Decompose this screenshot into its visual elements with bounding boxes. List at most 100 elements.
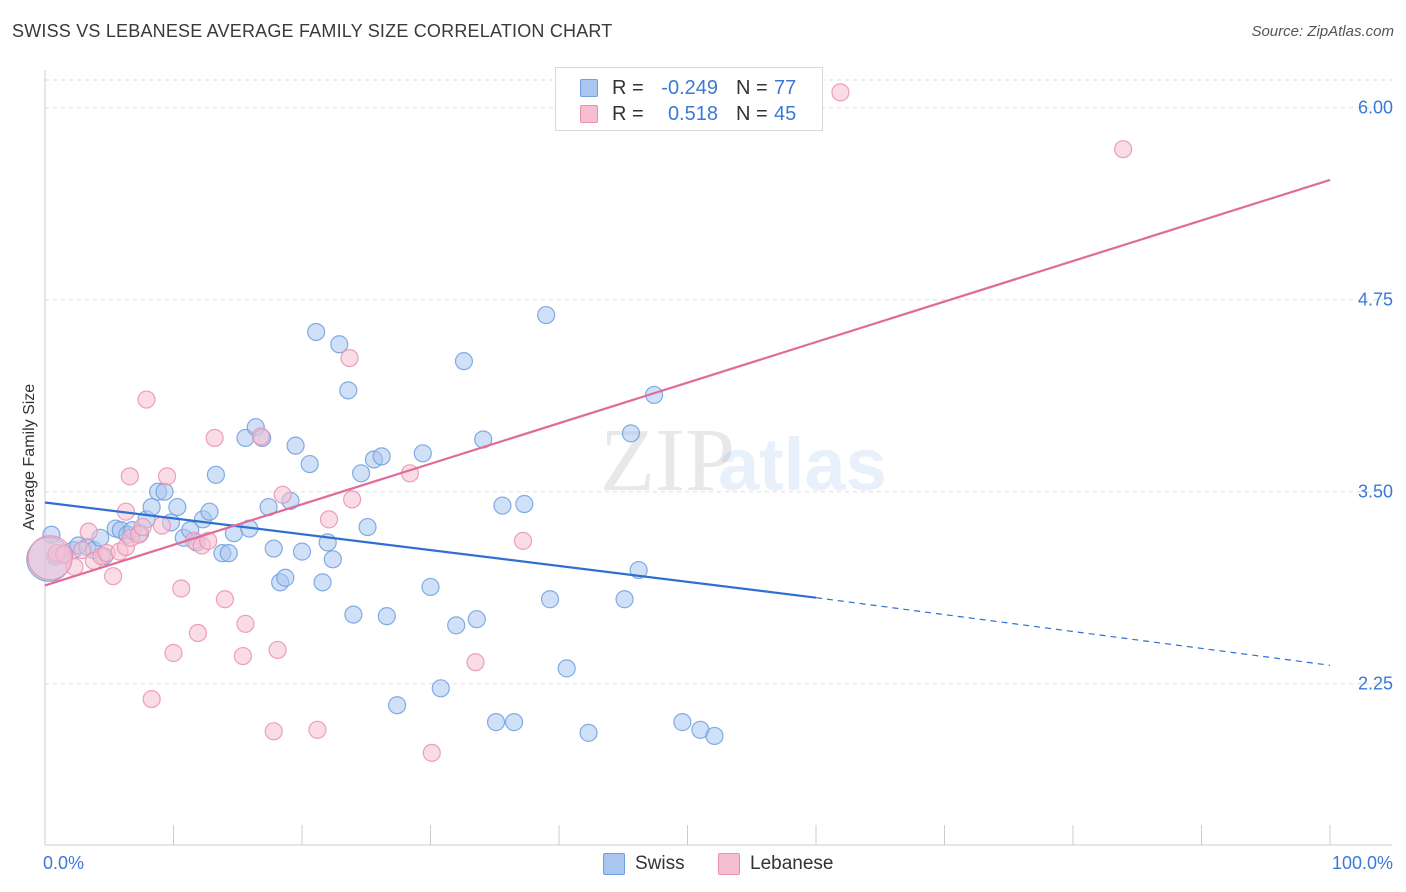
- lebanese-point: [133, 517, 152, 537]
- swiss-trend-extension: [815, 597, 1331, 666]
- grid: [45, 79, 1392, 685]
- trend-lines: [44, 178, 1331, 666]
- axes: [44, 70, 1392, 846]
- lebanese-point: [142, 689, 161, 709]
- chart-title: SWISS VS LEBANESE AVERAGE FAMILY SIZE CO…: [12, 21, 613, 41]
- swiss-point: [142, 497, 161, 517]
- swiss-swatch: [580, 79, 598, 97]
- legend: R = -0.249 N = 77 R = 0.518 N = 45: [555, 67, 823, 131]
- legend-r-value: 0.518: [667, 102, 718, 125]
- bottom-legend-lebanese: Lebanese: [718, 852, 833, 876]
- y-tick-label: 2.25: [1358, 674, 1393, 694]
- lebanese-point: [264, 722, 283, 741]
- y-tick-label: 3.50: [1358, 482, 1393, 502]
- swiss-point: [537, 305, 556, 325]
- lebanese-point: [157, 467, 177, 486]
- swiss-point: [344, 605, 363, 624]
- swiss-point: [673, 713, 692, 732]
- swiss-point: [323, 550, 342, 569]
- lebanese-point: [79, 522, 98, 541]
- lebanese-point: [1114, 140, 1133, 159]
- swiss-point: [413, 444, 432, 463]
- lebanese-point: [236, 614, 255, 633]
- swiss-point: [467, 610, 486, 629]
- legend-row-lebanese: R = 0.518 N = 45: [580, 102, 796, 126]
- lebanese-point: [233, 646, 252, 666]
- swiss-point: [621, 424, 641, 443]
- bottom-legend-swiss: Swiss: [603, 852, 685, 876]
- lebanese-point: [137, 390, 156, 409]
- lebanese-trend-line: [44, 178, 1331, 587]
- swiss-point: [540, 590, 560, 609]
- lebanese-label: Lebanese: [750, 853, 834, 874]
- swiss-point: [705, 726, 724, 746]
- swiss-point: [352, 464, 371, 483]
- lebanese-point: [164, 643, 183, 663]
- lebanese-point: [152, 516, 172, 535]
- lebanese-point: [340, 348, 359, 368]
- swiss-point: [377, 607, 396, 626]
- swiss-point: [292, 542, 312, 561]
- lebanese-point: [466, 653, 485, 672]
- legend-r-value: -0.249: [661, 76, 718, 99]
- swiss-point: [264, 539, 283, 558]
- lebanese-point: [27, 535, 73, 581]
- legend-n-label: N =: [736, 76, 768, 99]
- x-tick-label: 100.0%: [1332, 853, 1393, 873]
- lebanese-point: [319, 510, 339, 529]
- lebanese-point: [172, 579, 191, 598]
- tick-labels: 2.25 3.50 4.75 6.00 0.0% 100.0%: [43, 98, 1393, 873]
- lebanese-point: [343, 490, 362, 509]
- swiss-swatch: [603, 853, 625, 875]
- swiss-point: [387, 696, 407, 715]
- swiss-point: [200, 502, 219, 521]
- source-label: Source: ZipAtlas.com: [1251, 23, 1394, 40]
- lebanese-point: [273, 485, 292, 504]
- swiss-point: [579, 723, 598, 742]
- lebanese-point: [308, 720, 327, 739]
- lebanese-point: [831, 83, 850, 102]
- swiss-point: [557, 659, 576, 678]
- legend-n-label: N =: [736, 102, 768, 125]
- swiss-point: [276, 568, 295, 587]
- lebanese-point: [513, 531, 533, 550]
- swiss-point: [421, 577, 440, 597]
- swiss-point: [515, 494, 534, 514]
- lebanese-point: [251, 427, 270, 446]
- swiss-point: [307, 322, 326, 342]
- x-tick-label: 0.0%: [43, 853, 84, 873]
- lebanese-point: [268, 640, 287, 660]
- legend-r-label: R =: [612, 76, 644, 99]
- lebanese-point: [205, 428, 224, 448]
- y-tick-label: 6.00: [1358, 98, 1393, 118]
- lebanese-point: [104, 567, 123, 586]
- lebanese-point: [73, 540, 92, 560]
- y-tick-label: 4.75: [1358, 290, 1393, 310]
- swiss-point: [339, 381, 358, 400]
- legend-r-label: R =: [612, 102, 644, 125]
- swiss-point: [504, 713, 524, 732]
- lebanese-swatch: [580, 105, 598, 123]
- swiss-point: [447, 616, 466, 635]
- lebanese-swatch: [718, 853, 740, 875]
- swiss-point: [155, 482, 174, 501]
- swiss-point: [454, 352, 474, 371]
- lebanese-point: [120, 467, 139, 486]
- lebanese-point: [215, 590, 234, 609]
- data-points: [26, 83, 1133, 762]
- y-axis-label: Average Family Size: [21, 384, 38, 531]
- legend-row-swiss: R = -0.249 N = 77: [580, 76, 796, 100]
- watermark-zip: ZIP: [600, 411, 735, 510]
- lebanese-point: [422, 743, 441, 762]
- swiss-point: [300, 454, 319, 474]
- swiss-trend-line: [44, 501, 817, 599]
- swiss-point: [431, 679, 450, 698]
- swiss-point: [615, 590, 634, 609]
- swiss-label: Swiss: [635, 853, 685, 874]
- lebanese-point: [188, 623, 208, 643]
- swiss-point: [206, 465, 226, 484]
- swiss-point: [219, 544, 238, 563]
- lebanese-point: [199, 531, 218, 550]
- swiss-point: [286, 436, 305, 455]
